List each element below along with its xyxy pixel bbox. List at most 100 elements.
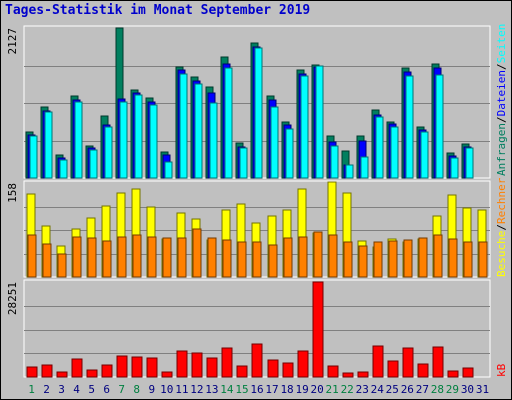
bar-seiten-day-24 [375, 116, 384, 179]
day-label-1: 1 [28, 383, 35, 396]
bar-rechner-day-23 [358, 245, 368, 278]
day-label-4: 4 [73, 383, 80, 396]
bar-kb-day-15 [236, 365, 248, 378]
bar-rechner-day-10 [162, 237, 172, 278]
bar-rechner-day-7 [117, 236, 127, 278]
day-label-23: 23 [356, 383, 369, 396]
bar-seiten-day-22 [345, 164, 354, 179]
bar-kb-day-9 [146, 357, 158, 378]
day-label-15: 15 [235, 383, 248, 396]
bar-kb-day-23 [357, 371, 369, 378]
bar-rechner-day-22 [343, 241, 353, 278]
day-label-20: 20 [311, 383, 324, 396]
chart-title: Tages-Statistik im Monat September 2019 [5, 3, 311, 18]
bar-rechner-day-17 [268, 244, 278, 278]
bar-seiten-day-3 [59, 159, 68, 179]
bar-rechner-day-26 [403, 239, 413, 278]
day-label-18: 18 [280, 383, 293, 396]
day-label-30: 30 [461, 383, 474, 396]
bar-rechner-day-25 [388, 240, 398, 278]
bar-kb-day-12 [191, 352, 203, 378]
bar-kb-day-18 [282, 362, 294, 378]
side-label-middle-part: Rechner [495, 177, 508, 224]
bar-rechner-day-6 [102, 240, 112, 278]
bar-rechner-day-13 [207, 237, 217, 278]
day-label-12: 12 [190, 383, 203, 396]
day-label-6: 6 [103, 383, 110, 396]
side-label-bottom-part: kB [495, 363, 508, 377]
bar-seiten-day-15 [239, 147, 248, 179]
side-label-top-part: / [495, 63, 508, 70]
side-label-top-part: Seiten [495, 24, 508, 64]
chart-panels: 2127 158 28251 [6, 25, 491, 378]
day-label-19: 19 [295, 383, 308, 396]
side-label-middle-part: Besuche [495, 231, 508, 277]
bar-rechner-day-12 [192, 228, 202, 278]
bar-seiten-day-17 [270, 106, 279, 179]
bar-seiten-day-23 [360, 156, 369, 179]
bar-seiten-day-16 [254, 47, 263, 179]
bar-rechner-day-8 [132, 234, 142, 278]
side-label-middle: Besuche/Rechner [495, 177, 508, 277]
bar-rechner-day-11 [177, 237, 187, 278]
bar-rechner-day-21 [328, 234, 338, 278]
day-label-3: 3 [58, 383, 65, 396]
bar-rechner-day-30 [463, 241, 473, 278]
bar-rechner-day-1 [27, 234, 37, 278]
day-label-14: 14 [220, 383, 234, 396]
bar-seiten-day-13 [209, 102, 218, 179]
bar-kb-day-29 [447, 370, 459, 378]
bar-kb-day-6 [101, 364, 113, 378]
side-label-bottom: kB [495, 363, 508, 377]
bar-kb-day-13 [206, 357, 218, 378]
bar-kb-day-26 [402, 347, 414, 378]
bar-rechner-day-3 [57, 253, 67, 278]
bar-seiten-day-19 [300, 75, 309, 179]
bar-kb-day-4 [71, 358, 83, 378]
bar-kb-day-24 [372, 345, 384, 378]
side-label-top-part: Dateien [495, 70, 508, 116]
day-label-27: 27 [416, 383, 429, 396]
bar-seiten-day-28 [435, 74, 444, 179]
bar-kb-day-1 [26, 366, 38, 378]
day-label-11: 11 [175, 383, 188, 396]
bar-rechner-day-2 [42, 243, 52, 278]
bar-rechner-day-18 [283, 237, 293, 278]
bar-rechner-day-15 [237, 241, 247, 278]
bar-seiten-day-14 [224, 67, 233, 179]
day-label-24: 24 [371, 383, 385, 396]
bar-kb-day-30 [462, 367, 474, 378]
day-label-5: 5 [88, 383, 95, 396]
day-label-22: 22 [341, 383, 354, 396]
day-label-2: 2 [43, 383, 50, 396]
day-labels: 1 2 3 4 5 6 7 8 9 10 11 12 13 14 15 16 17 18 19 20 21 22 23 24 2… [28, 383, 489, 396]
bar-rechner-day-24 [373, 241, 383, 278]
panel-middle-ymax-label: 158 [6, 183, 19, 203]
bar-kb-day-5 [86, 369, 98, 378]
bar-rechner-day-4 [72, 236, 82, 278]
side-label-top-part: Anfragen [495, 123, 508, 176]
bar-seiten-day-10 [164, 161, 173, 179]
bar-seiten-day-26 [405, 75, 414, 179]
side-label-middle-part: / [495, 224, 508, 231]
day-label-10: 10 [160, 383, 173, 396]
day-label-26: 26 [401, 383, 414, 396]
day-label-17: 17 [265, 383, 278, 396]
bar-rechner-day-31 [478, 241, 488, 278]
side-label-top-part: / [495, 116, 508, 123]
bar-seiten-day-5 [89, 149, 98, 179]
bar-kb-day-28 [432, 346, 444, 378]
bar-seiten-day-2 [44, 111, 53, 179]
bar-kb-day-19 [297, 350, 309, 378]
day-label-28: 28 [431, 383, 444, 396]
day-label-25: 25 [386, 383, 399, 396]
bar-rechner-day-14 [222, 239, 232, 278]
bar-rechner-day-5 [87, 237, 97, 278]
bar-seiten-day-18 [285, 128, 294, 179]
day-label-16: 16 [250, 383, 263, 396]
bar-kb-day-25 [387, 360, 399, 378]
panel-bottom-ymax-label: 28251 [6, 282, 19, 315]
bar-seiten-day-25 [390, 126, 399, 179]
bar-seiten-day-8 [134, 94, 143, 179]
